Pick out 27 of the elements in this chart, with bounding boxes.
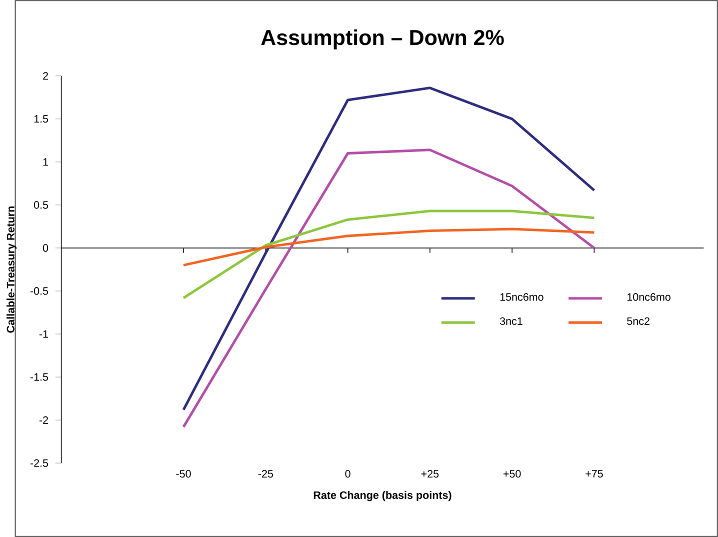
chart-title: Assumption – Down 2% <box>261 29 504 50</box>
x-tick-label: +25 <box>421 470 439 478</box>
x-axis-title: Rate Change (basis points) <box>314 491 452 502</box>
y-tick-label: -1.5 <box>30 373 48 381</box>
y-tick-label: 0 <box>42 244 48 252</box>
x-tick-label: -50 <box>176 470 191 478</box>
y-tick-label: 2 <box>43 72 48 80</box>
legend-label: 15nc6mo <box>500 293 544 301</box>
y-tick-label: 0.5 <box>34 201 48 209</box>
y-tick-label: 1 <box>43 158 48 166</box>
x-tick-label: -25 <box>258 470 273 478</box>
y-tick-label: 1.5 <box>34 115 48 123</box>
y-tick-label: -2.5 <box>30 459 48 467</box>
legend-label: 3nc1 <box>500 317 522 325</box>
line-series <box>182 228 596 266</box>
line-series <box>182 148 596 428</box>
y-axis-title: Callable-Treasury Return <box>6 206 17 333</box>
y-tick-label: -1 <box>39 330 48 338</box>
x-tick-label: +75 <box>586 470 603 478</box>
y-tick-label: -0.5 <box>30 287 48 295</box>
x-tick-label: +50 <box>503 470 521 478</box>
line-series <box>182 86 596 412</box>
legend-label: 5nc2 <box>627 317 650 325</box>
line-series <box>182 210 596 300</box>
legend-label: 10nc6mo <box>628 293 670 301</box>
y-tick-label: -2 <box>39 416 48 424</box>
x-tick-label: 0 <box>345 470 350 478</box>
